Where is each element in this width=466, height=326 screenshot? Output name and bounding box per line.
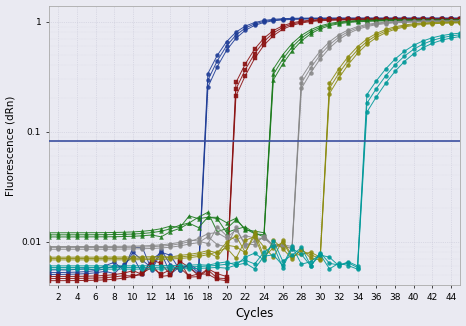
X-axis label: Cycles: Cycles [235,307,274,320]
Y-axis label: Fluorescence (dRn): Fluorescence (dRn) [6,95,15,196]
